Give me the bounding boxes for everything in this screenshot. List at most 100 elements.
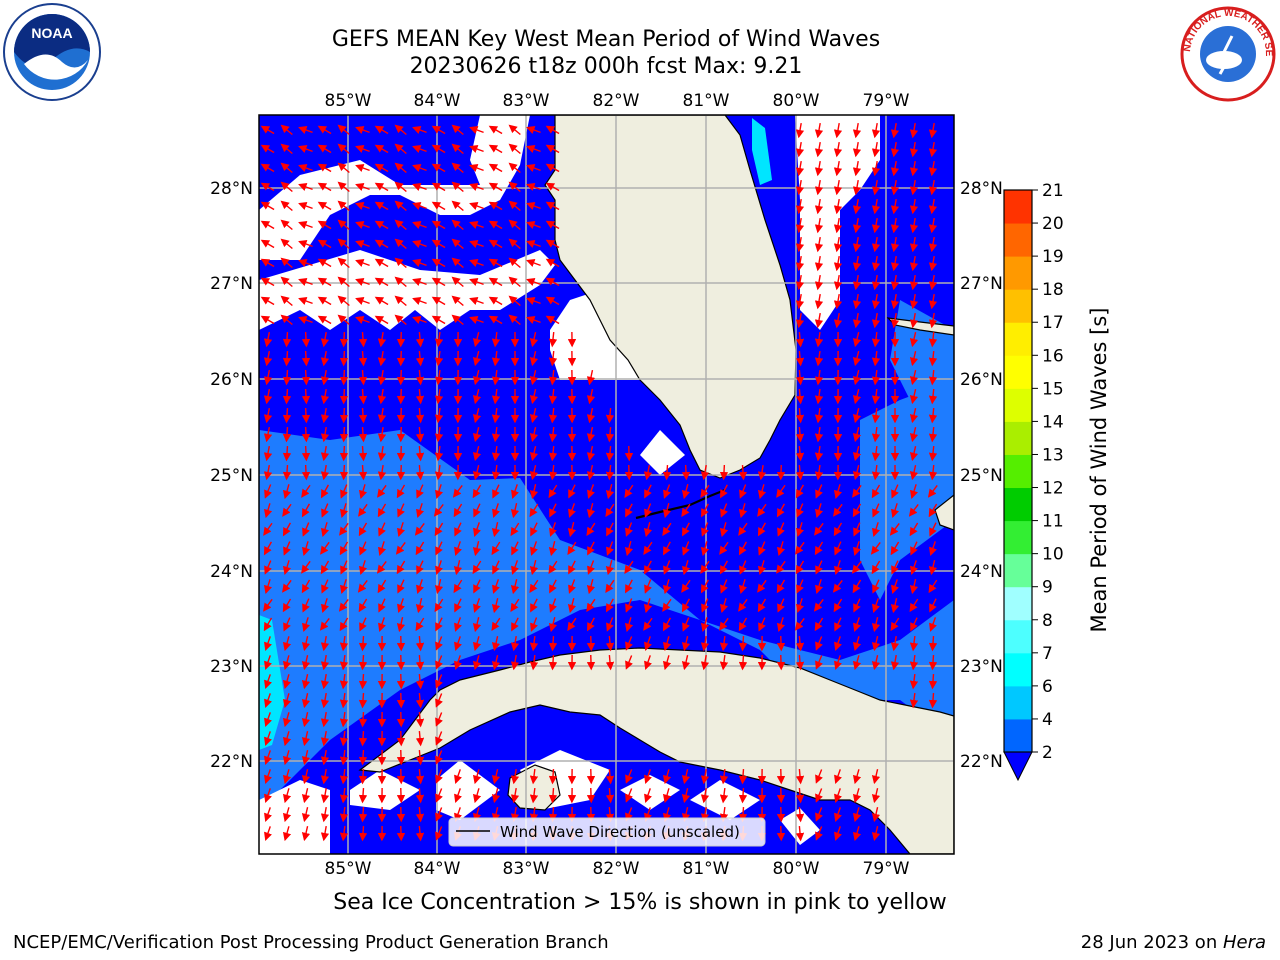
wave-direction-arrow: [435, 769, 443, 784]
wave-direction-arrow: [834, 807, 842, 822]
wave-direction-arrow: [663, 560, 671, 575]
wave-direction-arrow: [910, 484, 918, 499]
nws-logo: NATIONAL WEATHER SERVICE: [1176, 2, 1276, 102]
wave-direction-arrow: [890, 255, 900, 272]
wave-direction-arrow: [871, 769, 881, 785]
wave-direction-arrow: [264, 674, 272, 689]
wave-direction-arrow: [587, 541, 595, 556]
wave-direction-arrow: [260, 239, 275, 249]
colorbar-frame: [1003, 189, 1033, 753]
wave-direction-arrow: [491, 598, 501, 614]
wave-direction-arrow: [852, 636, 862, 652]
wave-direction-arrow: [625, 655, 633, 670]
lon-tick-top: 82°W: [593, 91, 640, 111]
wave-direction-arrow: [526, 202, 541, 210]
wave-direction-arrow: [282, 426, 292, 443]
wave-direction-arrow: [377, 445, 387, 462]
wave-direction-arrow: [928, 217, 938, 234]
wave-direction-arrow: [415, 598, 425, 614]
wave-direction-arrow: [488, 220, 503, 230]
wave-direction-arrow: [548, 560, 558, 575]
wave-direction-arrow: [719, 787, 729, 804]
wave-direction-arrow: [264, 750, 272, 765]
wave-direction-arrow: [472, 655, 482, 671]
wave-direction-arrow: [263, 464, 273, 481]
wave-direction-arrow: [434, 445, 444, 462]
wave-direction-arrow: [339, 635, 349, 652]
wave-direction-arrow: [301, 788, 311, 804]
wave-direction-arrow: [394, 295, 407, 307]
wave-direction-arrow: [853, 522, 861, 537]
wave-direction-arrow: [511, 541, 519, 556]
chart-title: GEFS MEAN Key West Mean Period of Wind W…: [331, 27, 881, 52]
wave-direction-arrow: [852, 788, 862, 804]
wave-direction-arrow: [738, 617, 748, 632]
wave-direction-arrow: [492, 560, 500, 575]
lat-tick-left: 28°N: [210, 179, 253, 199]
wave-direction-arrow: [624, 617, 634, 633]
wave-direction-arrow: [795, 388, 805, 405]
wave-direction-arrow: [264, 636, 272, 651]
wave-direction-arrow: [927, 484, 938, 498]
wave-direction-arrow: [260, 182, 275, 192]
lat-tick-left: 26°N: [210, 370, 253, 390]
wave-direction-arrow: [833, 274, 843, 291]
wave-direction-arrow: [415, 407, 425, 424]
wave-direction-arrow: [358, 331, 368, 348]
wave-direction-arrow: [814, 198, 824, 215]
colorbar-tick-label: 2: [1042, 743, 1053, 763]
credit-text: NCEP/EMC/Verification Post Processing Pr…: [13, 932, 609, 953]
wave-direction-arrow: [529, 427, 539, 443]
wave-direction-arrow: [397, 503, 405, 518]
wave-direction-arrow: [301, 426, 311, 443]
wave-direction-arrow: [431, 125, 446, 135]
wave-direction-arrow: [871, 445, 881, 462]
wave-direction-arrow: [415, 464, 425, 481]
wave-direction-arrow: [337, 276, 350, 288]
wave-direction-arrow: [473, 579, 481, 594]
wave-direction-arrow: [338, 598, 349, 612]
wave-direction-arrow: [301, 731, 311, 747]
wave-direction-arrow: [339, 787, 349, 804]
wave-direction-arrow: [662, 655, 672, 671]
wave-direction-arrow: [795, 236, 805, 253]
wave-direction-arrow: [796, 579, 804, 594]
wave-direction-arrow: [890, 141, 900, 158]
no-data-region: [640, 430, 685, 475]
wave-direction-arrow: [529, 560, 539, 576]
wave-direction-arrow: [301, 407, 311, 424]
wave-direction-arrow: [928, 122, 938, 139]
wave-direction-arrow: [928, 388, 938, 405]
colorbar-segment: [1004, 553, 1032, 588]
wave-direction-arrow: [910, 617, 918, 632]
wave-direction-arrow: [508, 219, 521, 231]
wave-direction-arrow: [264, 693, 272, 708]
wave-direction-arrow: [320, 692, 330, 709]
wave-direction-arrow: [891, 503, 899, 518]
wave-direction-arrow: [339, 617, 349, 632]
wave-direction-arrow: [871, 141, 881, 158]
wave-direction-arrow: [815, 636, 823, 651]
wave-direction-arrow: [320, 673, 330, 690]
wave-direction-arrow: [453, 579, 463, 594]
wave-direction-arrow: [355, 164, 370, 172]
wave-direction-arrow: [814, 350, 824, 367]
lat-tick-right: 25°N: [960, 466, 1003, 486]
wave-direction-arrow: [548, 426, 558, 443]
wave-direction-arrow: [852, 655, 862, 671]
wave-direction-arrow: [491, 464, 501, 481]
wave-direction-arrow: [435, 636, 443, 651]
wave-direction-arrow: [320, 388, 330, 405]
wave-direction-arrow: [473, 522, 481, 537]
lon-tick-bottom: 81°W: [683, 859, 730, 879]
wave-direction-arrow: [814, 236, 824, 253]
wave-direction-arrow: [394, 124, 407, 136]
wave-direction-arrow: [416, 503, 424, 518]
wave-direction-arrow: [282, 788, 292, 804]
wave-direction-arrow: [492, 503, 500, 518]
wave-direction-arrow: [358, 825, 368, 842]
wave-direction-arrow: [545, 182, 560, 192]
wave-direction-arrow: [795, 825, 805, 842]
wave-direction-arrow: [301, 807, 311, 823]
